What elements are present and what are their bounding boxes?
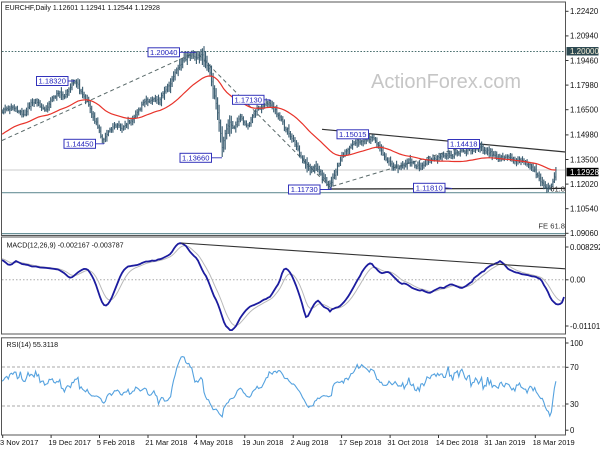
svg-text:0.00: 0.00	[570, 276, 586, 285]
svg-text:17 Sep 2018: 17 Sep 2018	[339, 438, 382, 447]
svg-text:1.14450: 1.14450	[66, 140, 93, 149]
svg-text:31 Jan 2019: 31 Jan 2019	[484, 438, 525, 447]
svg-text:1.20000: 1.20000	[570, 47, 599, 56]
svg-text:1.12020: 1.12020	[570, 180, 599, 189]
svg-text:FE 61.8: FE 61.8	[538, 222, 565, 231]
svg-text:100: 100	[570, 339, 584, 348]
svg-text:5 Feb 2018: 5 Feb 2018	[97, 438, 135, 447]
svg-text:1.11730: 1.11730	[291, 185, 318, 194]
svg-text:1.14980: 1.14980	[570, 131, 599, 140]
svg-text:1.17130: 1.17130	[235, 96, 262, 105]
svg-text:MACD(12,26,9) -0.002167 -0.003: MACD(12,26,9) -0.002167 -0.003787	[7, 242, 124, 250]
svg-text:1.10540: 1.10540	[570, 205, 599, 214]
svg-text:1.12928: 1.12928	[570, 168, 599, 177]
svg-text:18 Mar 2019: 18 Mar 2019	[533, 438, 575, 447]
svg-text:19 Jun 2018: 19 Jun 2018	[242, 438, 283, 447]
svg-text:1.20040: 1.20040	[150, 48, 177, 57]
svg-text:-0.011015: -0.011015	[570, 322, 600, 331]
svg-text:1.11810: 1.11810	[416, 184, 443, 193]
svg-text:1.20940: 1.20940	[570, 32, 599, 41]
svg-text:ActionForex.com: ActionForex.com	[371, 71, 521, 93]
svg-text:70: 70	[570, 363, 579, 372]
svg-text:2 Aug 2018: 2 Aug 2018	[291, 438, 329, 447]
svg-text:RSI(14) 55.3118: RSI(14) 55.3118	[7, 341, 59, 349]
svg-text:1.13500: 1.13500	[570, 155, 599, 164]
svg-text:1.17980: 1.17980	[570, 81, 599, 90]
svg-text:4 May 2018: 4 May 2018	[194, 438, 233, 447]
svg-text:1.13660: 1.13660	[182, 154, 209, 163]
svg-text:14 Dec 2018: 14 Dec 2018	[436, 438, 479, 447]
svg-text:0.008292: 0.008292	[570, 243, 600, 252]
svg-text:1.19460: 1.19460	[570, 56, 599, 65]
svg-text:30: 30	[570, 400, 579, 409]
svg-text:19 Dec 2017: 19 Dec 2017	[48, 438, 91, 447]
svg-text:31 Oct 2018: 31 Oct 2018	[387, 438, 428, 447]
svg-text:1.14418: 1.14418	[450, 140, 477, 149]
svg-text:1.15015: 1.15015	[339, 130, 366, 139]
svg-text:0: 0	[570, 426, 575, 435]
svg-text:21 Mar 2018: 21 Mar 2018	[145, 438, 187, 447]
svg-text:EURCHF,Daily 1.12601 1.12941: EURCHF,Daily 1.12601 1.12941 1.12544 1.1…	[5, 5, 160, 12]
svg-text:1.22420: 1.22420	[570, 7, 599, 16]
svg-text:3 Nov 2017: 3 Nov 2017	[0, 438, 38, 447]
svg-text:1.18320: 1.18320	[39, 77, 66, 86]
svg-text:1.16500: 1.16500	[570, 106, 599, 115]
svg-text:1.09060: 1.09060	[570, 229, 599, 238]
svg-text:61.8: 61.8	[550, 185, 565, 194]
